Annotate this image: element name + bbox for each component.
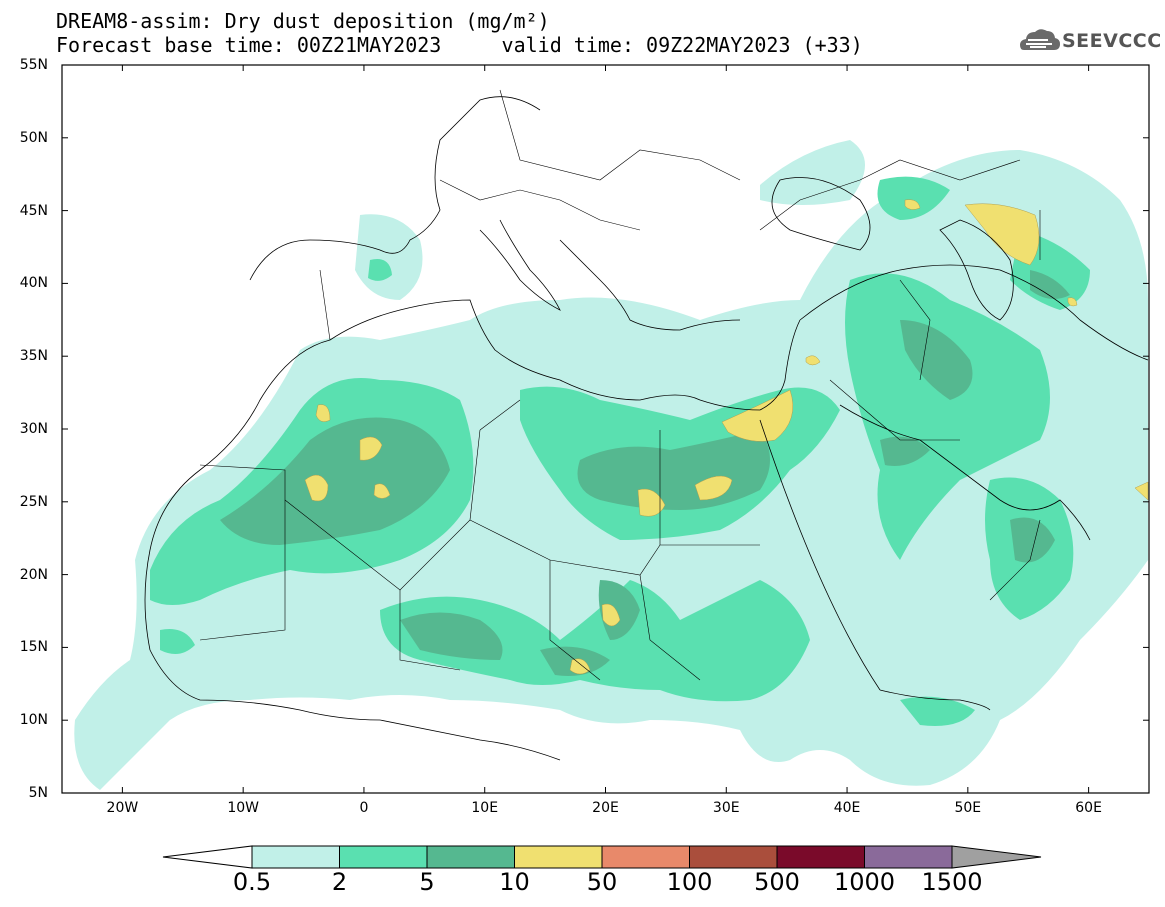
lat-label: 15N xyxy=(19,639,48,656)
lon-label: 10W xyxy=(227,800,259,816)
deposition-band-10-50 xyxy=(304,199,1149,675)
colorbar-swatch xyxy=(514,845,603,869)
lon-label: 0 xyxy=(359,800,369,816)
valid-time: valid time: 09Z22MAY2023 (+33) xyxy=(501,33,863,57)
colorbar-label: 500 xyxy=(754,868,800,896)
colorbar-under-arrow xyxy=(162,845,253,869)
title-line-1: DREAM8-assim: Dry dust deposition (mg/m²… xyxy=(56,9,550,33)
colorbar-swatch xyxy=(601,845,690,869)
lat-label: 55N xyxy=(19,57,48,73)
dust-field xyxy=(74,140,1149,790)
cloud-logo-icon xyxy=(1020,29,1060,50)
lon-label: 10E xyxy=(471,800,499,816)
colorbar-swatch xyxy=(776,845,865,869)
colorbar-swatch xyxy=(864,845,953,869)
country-borders xyxy=(199,89,1041,681)
lat-label: 35N xyxy=(19,348,48,365)
colorbar-label: 1500 xyxy=(921,868,983,896)
colorbar-over-arrow xyxy=(951,845,1042,869)
lat-label: 45N xyxy=(19,202,48,219)
lat-label: 5N xyxy=(28,785,48,801)
lat-label: 30N xyxy=(19,421,48,437)
lon-label: 30E xyxy=(712,800,740,816)
colorbar-swatch xyxy=(426,845,515,869)
lat-label: 10N xyxy=(19,712,48,729)
colorbar-label: 5 xyxy=(419,868,435,896)
coastlines xyxy=(144,96,1149,761)
colorbar-swatch xyxy=(339,845,428,869)
colorbar-label: 50 xyxy=(586,868,618,896)
colorbar-label: 1000 xyxy=(833,868,896,896)
colorbar xyxy=(162,845,1042,869)
title-line-2: Forecast base time: 00Z21MAY2023 valid t… xyxy=(56,34,863,56)
colorbar-swatch xyxy=(689,845,778,869)
colorbar-label: 10 xyxy=(499,868,530,896)
colorbar-label: 0.5 xyxy=(232,868,272,896)
logo-text: SEEVCCC xyxy=(1062,30,1162,52)
lon-label: 20W xyxy=(106,800,139,816)
lon-label: 20E xyxy=(592,800,619,816)
lon-label: 50E xyxy=(954,800,982,816)
forecast-base-time: Forecast base time: 00Z21MAY2023 xyxy=(56,33,442,57)
lat-label: 50N xyxy=(19,129,48,146)
deposition-band-5-10 xyxy=(220,270,1070,676)
colorbar-label: 100 xyxy=(666,868,713,896)
lat-label: 40N xyxy=(19,275,48,292)
lon-label: 40E xyxy=(833,800,861,816)
colorbar-swatch xyxy=(251,845,340,869)
lat-label: 20N xyxy=(19,566,48,583)
lon-label: 60E xyxy=(1075,800,1102,816)
lat-label: 25N xyxy=(19,493,48,510)
axis-ticks xyxy=(62,64,1149,794)
colorbar-label: 2 xyxy=(331,868,348,896)
